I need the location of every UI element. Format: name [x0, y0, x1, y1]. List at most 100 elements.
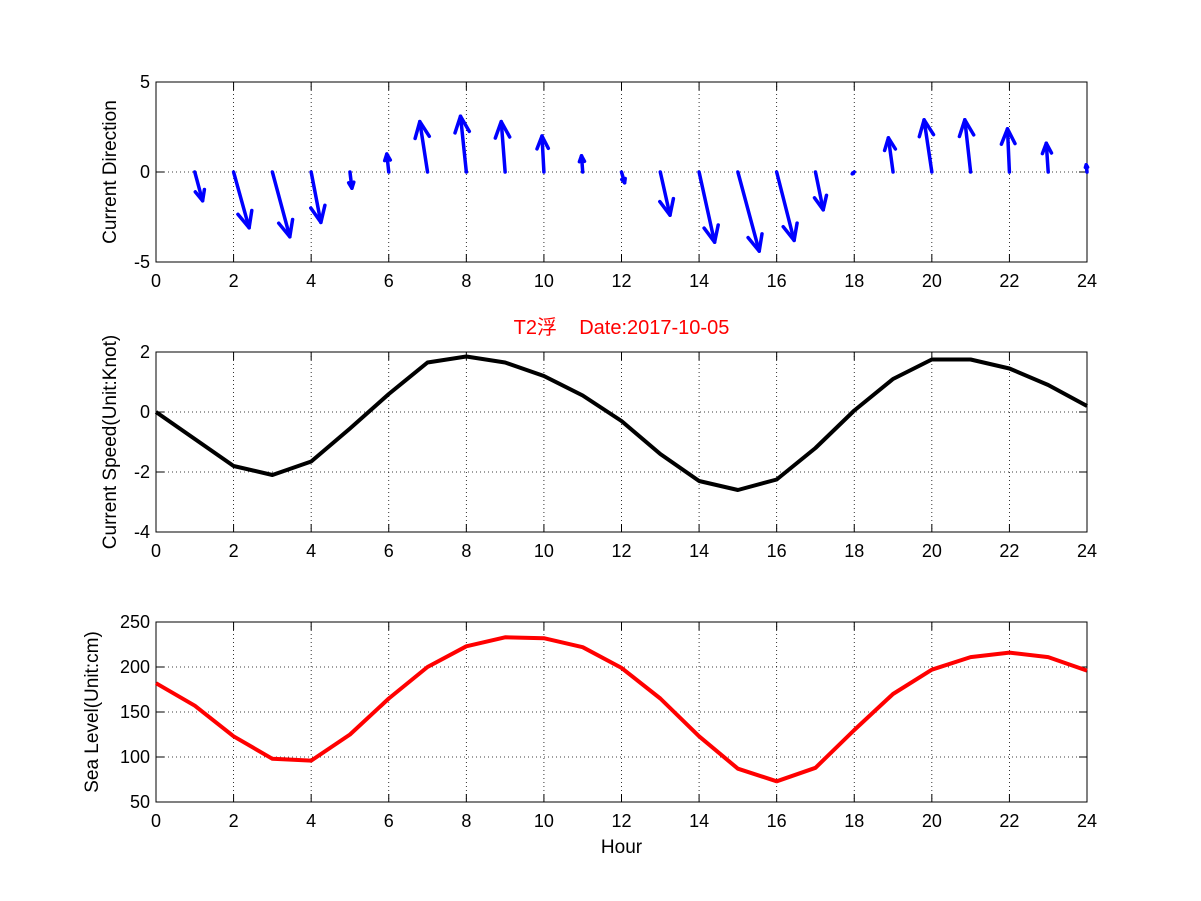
- plot-area: [155, 351, 1088, 533]
- x-tick-label: 22: [999, 271, 1019, 291]
- y-tick-label: 2: [140, 342, 150, 362]
- arrow-shaft: [922, 118, 934, 174]
- current-arrow: [774, 170, 799, 243]
- current-arrow: [1083, 163, 1090, 174]
- arrow-shaft: [813, 170, 825, 212]
- current-arrow: [999, 127, 1017, 174]
- y-tick-label: 250: [120, 612, 150, 632]
- x-tick-label: 2: [229, 541, 239, 561]
- x-tick-label: 16: [767, 541, 787, 561]
- arrow-shaft: [418, 119, 430, 174]
- x-tick-label: 0: [151, 271, 161, 291]
- x-tick-label: 6: [384, 811, 394, 831]
- arrow-head: [882, 136, 898, 153]
- current-arrow: [1040, 141, 1054, 174]
- x-tick-label: 2: [229, 811, 239, 831]
- arrow-shaft: [697, 170, 717, 244]
- x-tick-label: 0: [151, 541, 161, 561]
- arrow-head: [1040, 141, 1054, 156]
- current-arrow: [193, 170, 207, 203]
- arrow-head: [413, 119, 432, 141]
- arrow-head: [781, 221, 799, 243]
- y-axis-label: Current Speed(Unit:Knot): [100, 335, 121, 549]
- x-tick-label: 18: [844, 811, 864, 831]
- arrow-shaft: [499, 119, 507, 174]
- x-tick-label: 18: [844, 271, 864, 291]
- arrow-head: [746, 232, 764, 253]
- arrow-head: [812, 193, 829, 212]
- y-tick-label: 50: [130, 792, 150, 812]
- current-arrow: [957, 118, 976, 174]
- x-tick-label: 16: [767, 811, 787, 831]
- x-tick-label: 12: [611, 541, 631, 561]
- arrow-head: [453, 114, 472, 135]
- arrow-shaft: [774, 170, 796, 243]
- current-arrow: [882, 136, 898, 174]
- x-tick-label: 18: [844, 541, 864, 561]
- x-tick-label: 4: [306, 271, 316, 291]
- x-tick-label: 10: [534, 541, 554, 561]
- current-arrow: [382, 152, 393, 174]
- arrow-head: [382, 152, 393, 163]
- y-tick-label: -2: [134, 462, 150, 482]
- current-arrow: [413, 119, 432, 174]
- arrow-shaft: [736, 170, 761, 253]
- arrow-head: [236, 208, 254, 230]
- current-arrow: [270, 170, 295, 239]
- plot-area: [155, 621, 1088, 803]
- chart-title: T2浮 Date:2017-10-05: [514, 316, 730, 339]
- arrow-head: [193, 187, 207, 203]
- arrow-head: [577, 154, 587, 164]
- x-tick-label: 24: [1077, 541, 1097, 561]
- y-tick-label: 5: [140, 72, 150, 92]
- x-tick-label: 2: [229, 271, 239, 291]
- current-arrow: [736, 170, 764, 253]
- x-tick-label: 8: [461, 541, 471, 561]
- current-arrow: [577, 154, 587, 174]
- x-tick-label: 14: [689, 541, 709, 561]
- x-tick-label: 16: [767, 271, 787, 291]
- current-arrow: [535, 134, 551, 174]
- arrow-shaft: [963, 118, 973, 174]
- y-tick-label: 0: [140, 162, 150, 182]
- arrow-shaft: [231, 170, 251, 230]
- current-arrow: [619, 170, 627, 185]
- x-tick-label: 20: [922, 541, 942, 561]
- current-arrow: [917, 118, 936, 174]
- y-tick-label: -4: [134, 522, 150, 542]
- y-tick-label: -5: [134, 252, 150, 272]
- arrow-head: [957, 118, 976, 139]
- x-tick-label: 8: [461, 271, 471, 291]
- current-arrow: [812, 170, 829, 212]
- x-tick-label: 6: [384, 271, 394, 291]
- x-tick-label: 8: [461, 811, 471, 831]
- x-tick-label: 12: [611, 811, 631, 831]
- y-tick-label: 200: [120, 657, 150, 677]
- arrow-head: [999, 127, 1017, 146]
- x-tick-label: 22: [999, 811, 1019, 831]
- x-tick-label: 0: [151, 811, 161, 831]
- current-arrow: [493, 119, 512, 174]
- current-arrow: [850, 170, 856, 176]
- x-tick-label: 24: [1077, 271, 1097, 291]
- current-arrow: [309, 170, 327, 225]
- y-axis-label: Sea Level(Unit:cm): [82, 631, 103, 793]
- x-tick-label: 10: [534, 271, 554, 291]
- current-arrow: [453, 114, 472, 174]
- current-arrow: [231, 170, 254, 230]
- arrow-shaft: [1044, 141, 1050, 174]
- y-axis-label: Current Direction: [100, 100, 121, 244]
- x-tick-label: 14: [689, 811, 709, 831]
- x-tick-label: 20: [922, 271, 942, 291]
- current-arrow: [346, 170, 356, 190]
- y-tick-label: 100: [120, 747, 150, 767]
- y-tick-label: 0: [140, 402, 150, 422]
- x-tick-label: 14: [689, 271, 709, 291]
- arrow-head: [658, 196, 676, 217]
- x-axis-label: Hour: [601, 837, 643, 858]
- x-tick-label: 6: [384, 541, 394, 561]
- arrow-shaft: [1005, 127, 1012, 174]
- arrow-head: [917, 118, 936, 139]
